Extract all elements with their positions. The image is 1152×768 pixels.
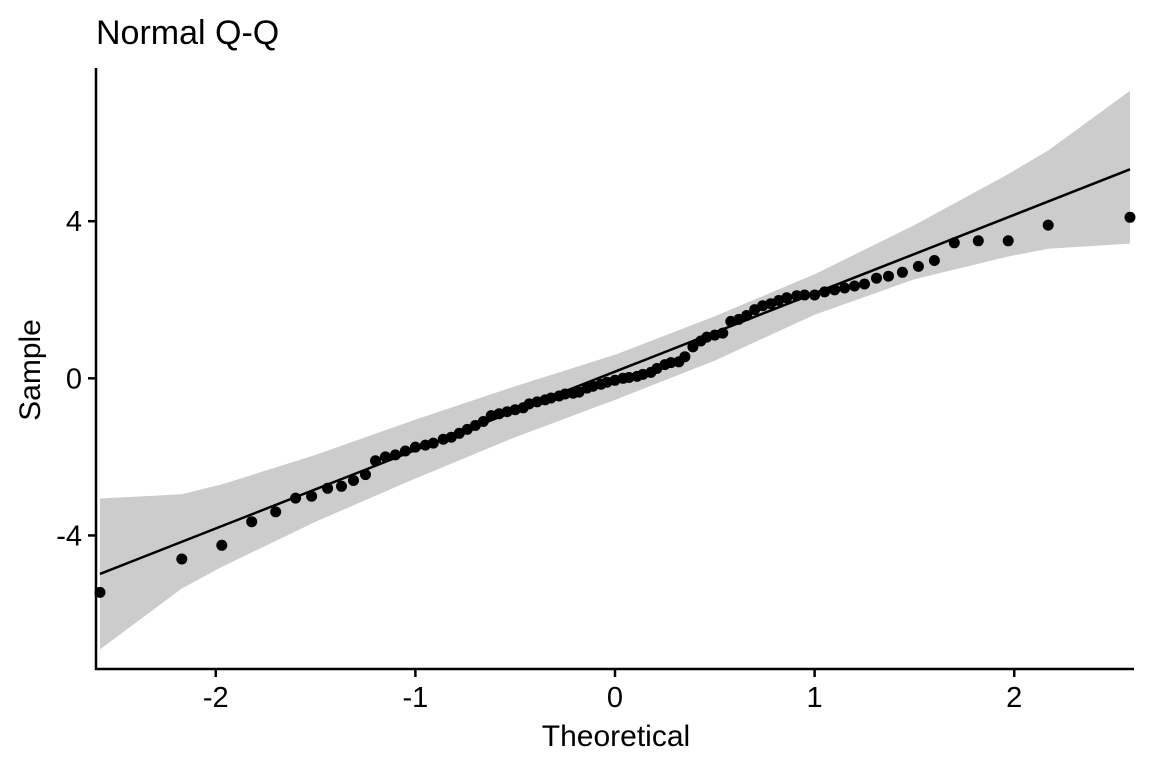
x-axis-label: Theoretical	[542, 720, 690, 753]
data-point	[1002, 235, 1014, 247]
x-tick-label: 0	[607, 682, 623, 714]
data-point	[741, 310, 753, 321]
data-point	[379, 451, 391, 463]
x-tick-label: -2	[203, 682, 229, 714]
points-layer	[94, 211, 1136, 598]
data-point	[972, 235, 984, 247]
data-point	[849, 280, 860, 292]
reference-line-layer	[99, 168, 1131, 576]
confidence-band-layer	[100, 90, 1130, 650]
data-point	[270, 506, 282, 518]
confidence-band	[100, 90, 1130, 650]
data-point	[477, 416, 489, 427]
data-point	[246, 516, 258, 528]
data-point	[348, 475, 359, 486]
data-point	[799, 289, 811, 301]
data-point	[409, 441, 421, 453]
y-axis-label: Sample	[14, 319, 47, 421]
chart-title: Normal Q-Q	[96, 14, 279, 52]
y-tick-label: -4	[56, 520, 82, 552]
data-point	[399, 445, 411, 457]
data-point	[679, 351, 691, 363]
data-point	[883, 270, 894, 282]
data-point	[829, 284, 841, 296]
data-point	[665, 357, 677, 369]
data-point	[306, 490, 318, 502]
data-point	[1124, 211, 1136, 223]
reference-line	[99, 168, 1131, 576]
x-tick-label: 1	[807, 682, 823, 714]
data-point	[896, 266, 908, 278]
data-point	[336, 480, 347, 492]
data-point	[791, 290, 803, 302]
y-tick-label: 0	[66, 363, 82, 395]
data-point	[176, 553, 188, 565]
data-point	[559, 388, 571, 400]
data-point	[781, 292, 793, 304]
data-point	[427, 437, 439, 449]
data-point	[928, 255, 940, 266]
data-point	[322, 482, 334, 494]
x-tick-label: -1	[402, 682, 428, 714]
data-point	[1042, 219, 1054, 231]
data-point	[216, 539, 228, 551]
data-point	[687, 341, 699, 353]
data-point	[819, 286, 831, 298]
data-point	[839, 282, 851, 294]
data-point	[859, 278, 870, 290]
data-point	[623, 372, 635, 383]
axes-layer: -2 -1 0 1 2 -4 0 4	[56, 68, 1134, 714]
data-point	[871, 272, 882, 284]
data-point	[948, 237, 960, 249]
data-point	[370, 455, 381, 467]
data-point	[389, 449, 401, 461]
y-tick-label: 4	[66, 206, 82, 238]
data-point	[912, 260, 924, 272]
data-point	[717, 327, 729, 339]
data-point	[290, 492, 302, 504]
data-point	[360, 469, 371, 481]
data-point	[809, 289, 821, 301]
x-tick-label: 2	[1006, 682, 1022, 714]
